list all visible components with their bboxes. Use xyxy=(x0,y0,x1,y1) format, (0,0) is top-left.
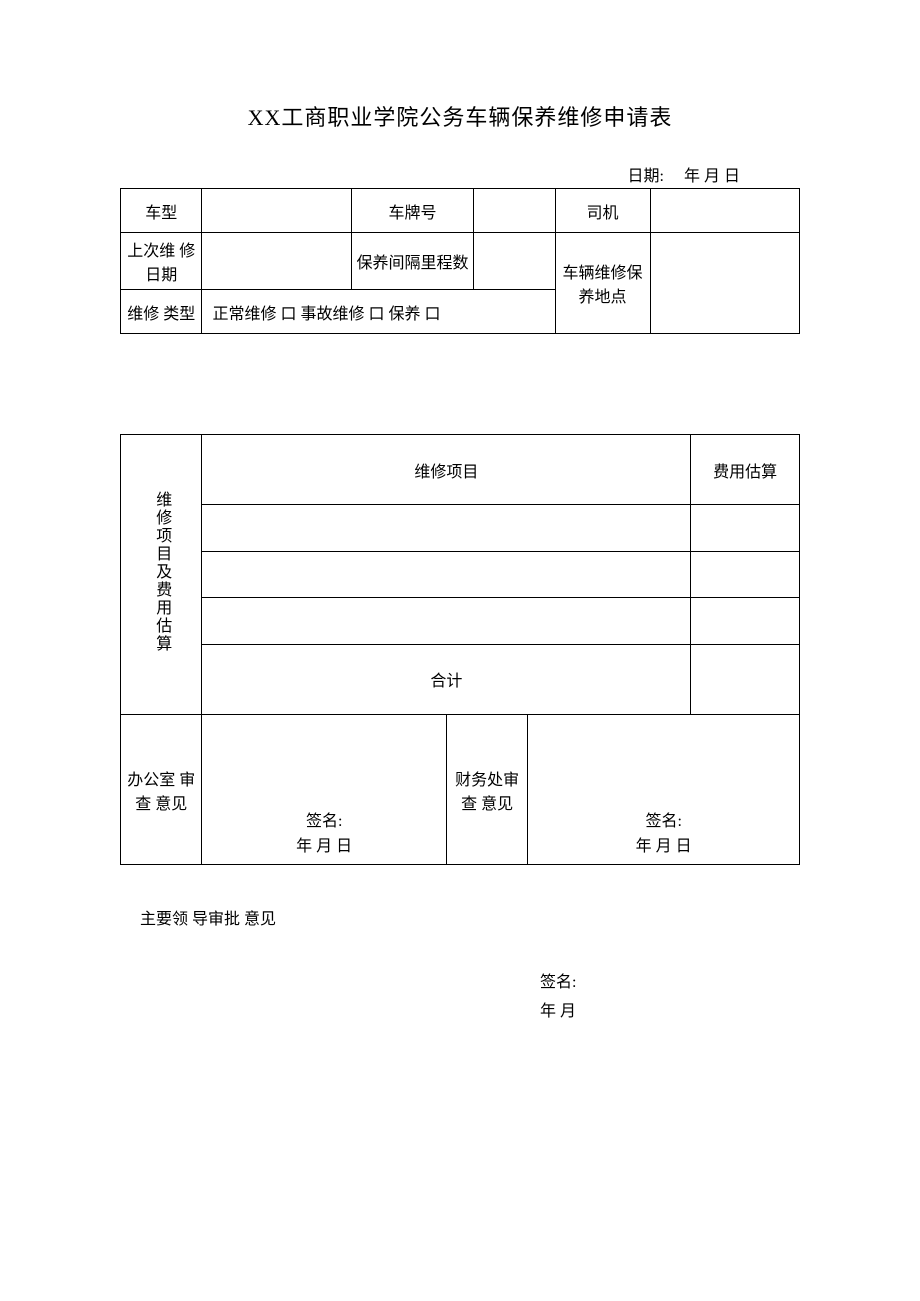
project-row-3[interactable] xyxy=(202,598,691,645)
driver-value[interactable] xyxy=(650,189,799,233)
driver-label: 司机 xyxy=(587,205,619,222)
mileage-value[interactable] xyxy=(474,233,555,290)
vehicle-type-label: 车型 xyxy=(145,205,177,222)
office-review-label: 办公室 审查 意见 xyxy=(127,772,195,813)
project-row-2[interactable] xyxy=(202,551,691,598)
cost-header: 费用估算 xyxy=(713,464,777,481)
office-review-value[interactable]: 签名: 年 月 日 xyxy=(202,715,446,865)
approval-date-line: 年 月 xyxy=(540,1003,576,1020)
last-repair-label: 上次维 修日期 xyxy=(127,243,195,284)
mileage-label: 保养间隔里程数 xyxy=(356,255,468,272)
approval-signature[interactable]: 签名: 年 月 xyxy=(120,969,800,1027)
date-value: 年 月 日 xyxy=(684,168,740,185)
project-row-1[interactable] xyxy=(202,505,691,552)
header-table: 车型 车牌号 司机 上次维 修日期 保养间隔里程数 车辆维修保养地点 维修 类型… xyxy=(120,188,800,334)
plate-value[interactable] xyxy=(474,189,555,233)
total-label: 合计 xyxy=(430,673,462,690)
date-label: 日期: xyxy=(628,168,664,185)
page-title: XX工商职业学院公务车辆保养维修申请表 xyxy=(120,100,800,132)
location-label: 车辆维修保养地点 xyxy=(563,265,643,306)
date-row: 日期: 年 月 日 xyxy=(120,162,800,186)
office-date-line: 年 月 日 xyxy=(296,838,352,855)
project-header: 维修项目 xyxy=(414,464,478,481)
cost-row-2[interactable] xyxy=(691,551,800,598)
cost-row-3[interactable] xyxy=(691,598,800,645)
approval-section: 主要领 导审批 意见 xyxy=(120,905,800,929)
location-value[interactable] xyxy=(650,233,799,334)
items-section-label: 维修项目及费用估算 xyxy=(149,491,173,653)
finance-date-line: 年 月 日 xyxy=(636,838,692,855)
office-sig-label: 签名: xyxy=(306,813,342,830)
cost-row-1[interactable] xyxy=(691,505,800,552)
items-table: 维修项目及费用估算 维修项目 费用估算 合计 办公室 审查 意见 签名: 年 月… xyxy=(120,434,800,865)
vehicle-type-value[interactable] xyxy=(202,189,351,233)
approval-label: 主要领 导审批 意见 xyxy=(140,911,276,928)
plate-label: 车牌号 xyxy=(388,205,436,222)
repair-type-label: 维修 类型 xyxy=(127,306,195,323)
repair-options[interactable]: 正常维修 口 事故维修 口 保养 口 xyxy=(212,306,440,323)
approval-sig-label: 签名: xyxy=(540,974,576,991)
total-value[interactable] xyxy=(691,644,800,714)
finance-review-label: 财务处审查 意见 xyxy=(455,772,519,813)
finance-review-value[interactable]: 签名: 年 月 日 xyxy=(528,715,800,865)
finance-sig-label: 签名: xyxy=(645,813,681,830)
last-repair-value[interactable] xyxy=(202,233,351,290)
